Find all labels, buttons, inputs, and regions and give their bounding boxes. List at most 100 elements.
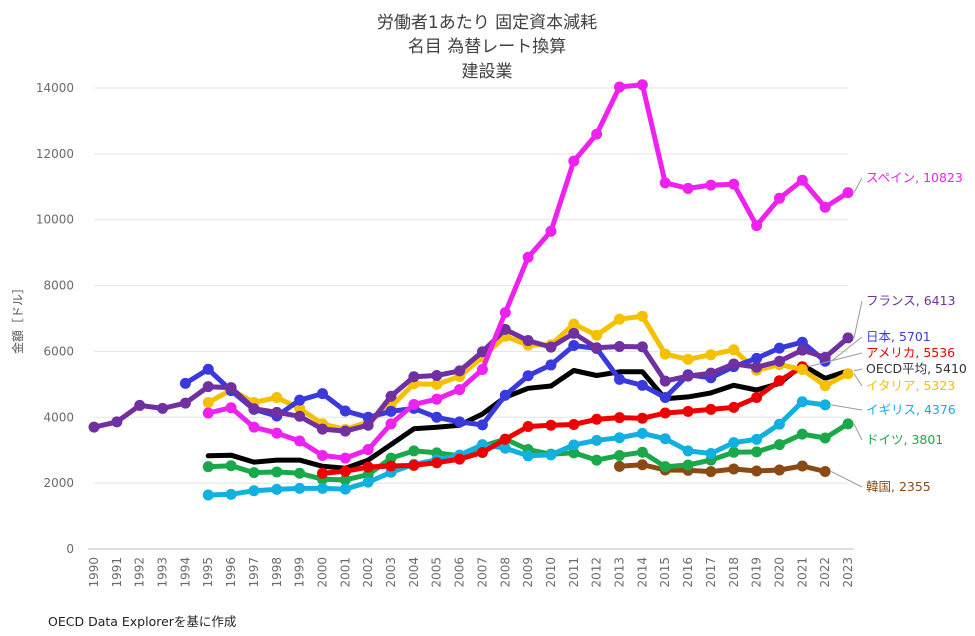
- x-tick-label: 2001: [338, 557, 352, 588]
- data-point: [294, 394, 306, 406]
- data-point: [408, 398, 420, 410]
- data-point: [225, 488, 237, 500]
- data-point: [545, 359, 557, 371]
- data-point: [499, 307, 511, 319]
- data-point: [773, 342, 785, 354]
- data-point: [751, 433, 763, 445]
- series-OECD平均: [205, 362, 851, 471]
- data-point: [819, 465, 831, 477]
- data-point: [796, 396, 808, 408]
- data-point: [271, 392, 283, 404]
- data-point: [362, 469, 374, 481]
- data-point: [636, 427, 648, 439]
- label-leader-line: [853, 373, 863, 387]
- data-point: [705, 448, 717, 460]
- data-point: [705, 367, 717, 379]
- data-point: [202, 407, 214, 419]
- series-end-label: OECD平均, 5410: [866, 361, 967, 376]
- data-point: [385, 460, 397, 472]
- data-point: [248, 421, 260, 433]
- label-leader-line: [808, 352, 863, 368]
- x-tick-label: 2013: [613, 557, 627, 588]
- x-tick-label: 2010: [544, 557, 558, 588]
- data-point: [385, 390, 397, 402]
- data-point: [522, 370, 534, 382]
- data-point: [819, 380, 831, 392]
- series-end-label: アメリカ, 5536: [866, 345, 955, 360]
- data-point: [339, 474, 351, 486]
- data-point: [248, 485, 260, 497]
- x-tick-label: 2023: [841, 557, 855, 588]
- data-point: [705, 349, 717, 361]
- data-point: [476, 447, 488, 459]
- data-point: [659, 407, 671, 419]
- data-point: [294, 402, 306, 414]
- data-point: [294, 482, 306, 494]
- data-point: [819, 351, 831, 363]
- data-point: [568, 155, 580, 167]
- x-tick-label: 1995: [201, 557, 215, 588]
- data-point: [728, 437, 740, 449]
- x-tick-label: 1993: [156, 557, 170, 588]
- gridlines: 0 2000 4000 6000 8000 10000 12000 14000: [36, 81, 848, 556]
- data-point: [522, 450, 534, 462]
- data-point: [431, 369, 443, 381]
- x-tick-label: 1997: [247, 557, 261, 588]
- data-point: [659, 433, 671, 445]
- label-leader-line: [853, 300, 863, 338]
- data-point: [499, 389, 511, 401]
- data-point: [568, 439, 580, 451]
- data-point: [614, 373, 626, 385]
- data-point: [773, 439, 785, 451]
- x-tick-label: 2007: [475, 557, 489, 588]
- data-point: [316, 467, 328, 479]
- x-tick-label: 2000: [315, 557, 329, 588]
- x-tick-label: 2008: [498, 557, 512, 588]
- x-tick-label: 1996: [224, 557, 238, 588]
- data-point: [568, 419, 580, 431]
- data-point: [728, 358, 740, 370]
- x-tick-label: 1992: [133, 557, 147, 588]
- data-point: [773, 464, 785, 476]
- data-point: [842, 332, 854, 344]
- data-point: [636, 446, 648, 458]
- series-アメリカ: [316, 361, 808, 479]
- data-point: [773, 355, 785, 367]
- data-point: [225, 460, 237, 472]
- source-note: OECD Data Explorerを基に作成: [48, 614, 237, 629]
- data-point: [751, 465, 763, 477]
- x-tick-label: 2022: [818, 557, 832, 588]
- x-tick-label: 2011: [567, 557, 581, 588]
- data-point: [614, 460, 626, 472]
- data-point: [591, 329, 603, 341]
- x-tick-label: 2009: [521, 557, 535, 588]
- data-point: [842, 418, 854, 430]
- data-point: [111, 416, 123, 428]
- label-leader-line: [853, 423, 863, 441]
- data-point: [659, 461, 671, 473]
- y-tick-label: 10000: [36, 213, 74, 227]
- data-point: [202, 489, 214, 501]
- data-point: [728, 178, 740, 190]
- x-tick-label: 2020: [772, 557, 786, 588]
- data-point: [591, 413, 603, 425]
- y-tick-label: 2000: [43, 476, 74, 490]
- data-point: [385, 418, 397, 430]
- x-tick-label: 2019: [750, 557, 764, 588]
- data-point: [636, 341, 648, 353]
- data-point: [271, 483, 283, 495]
- data-point: [499, 433, 511, 445]
- data-point: [522, 335, 534, 347]
- y-tick-label: 8000: [43, 279, 74, 293]
- data-point: [682, 459, 694, 471]
- data-point: [316, 423, 328, 435]
- chart-title-line-2: 名目 為替レート換算: [408, 37, 566, 57]
- data-point: [614, 432, 626, 444]
- axes: 1990 1991 1992 1993 1994 1995 1996 1997 1998 1999…: [87, 548, 855, 588]
- data-point: [294, 410, 306, 422]
- data-point: [271, 406, 283, 418]
- x-tick-label: 2018: [727, 557, 741, 588]
- data-point: [179, 397, 191, 409]
- data-point: [362, 461, 374, 473]
- data-point: [339, 483, 351, 495]
